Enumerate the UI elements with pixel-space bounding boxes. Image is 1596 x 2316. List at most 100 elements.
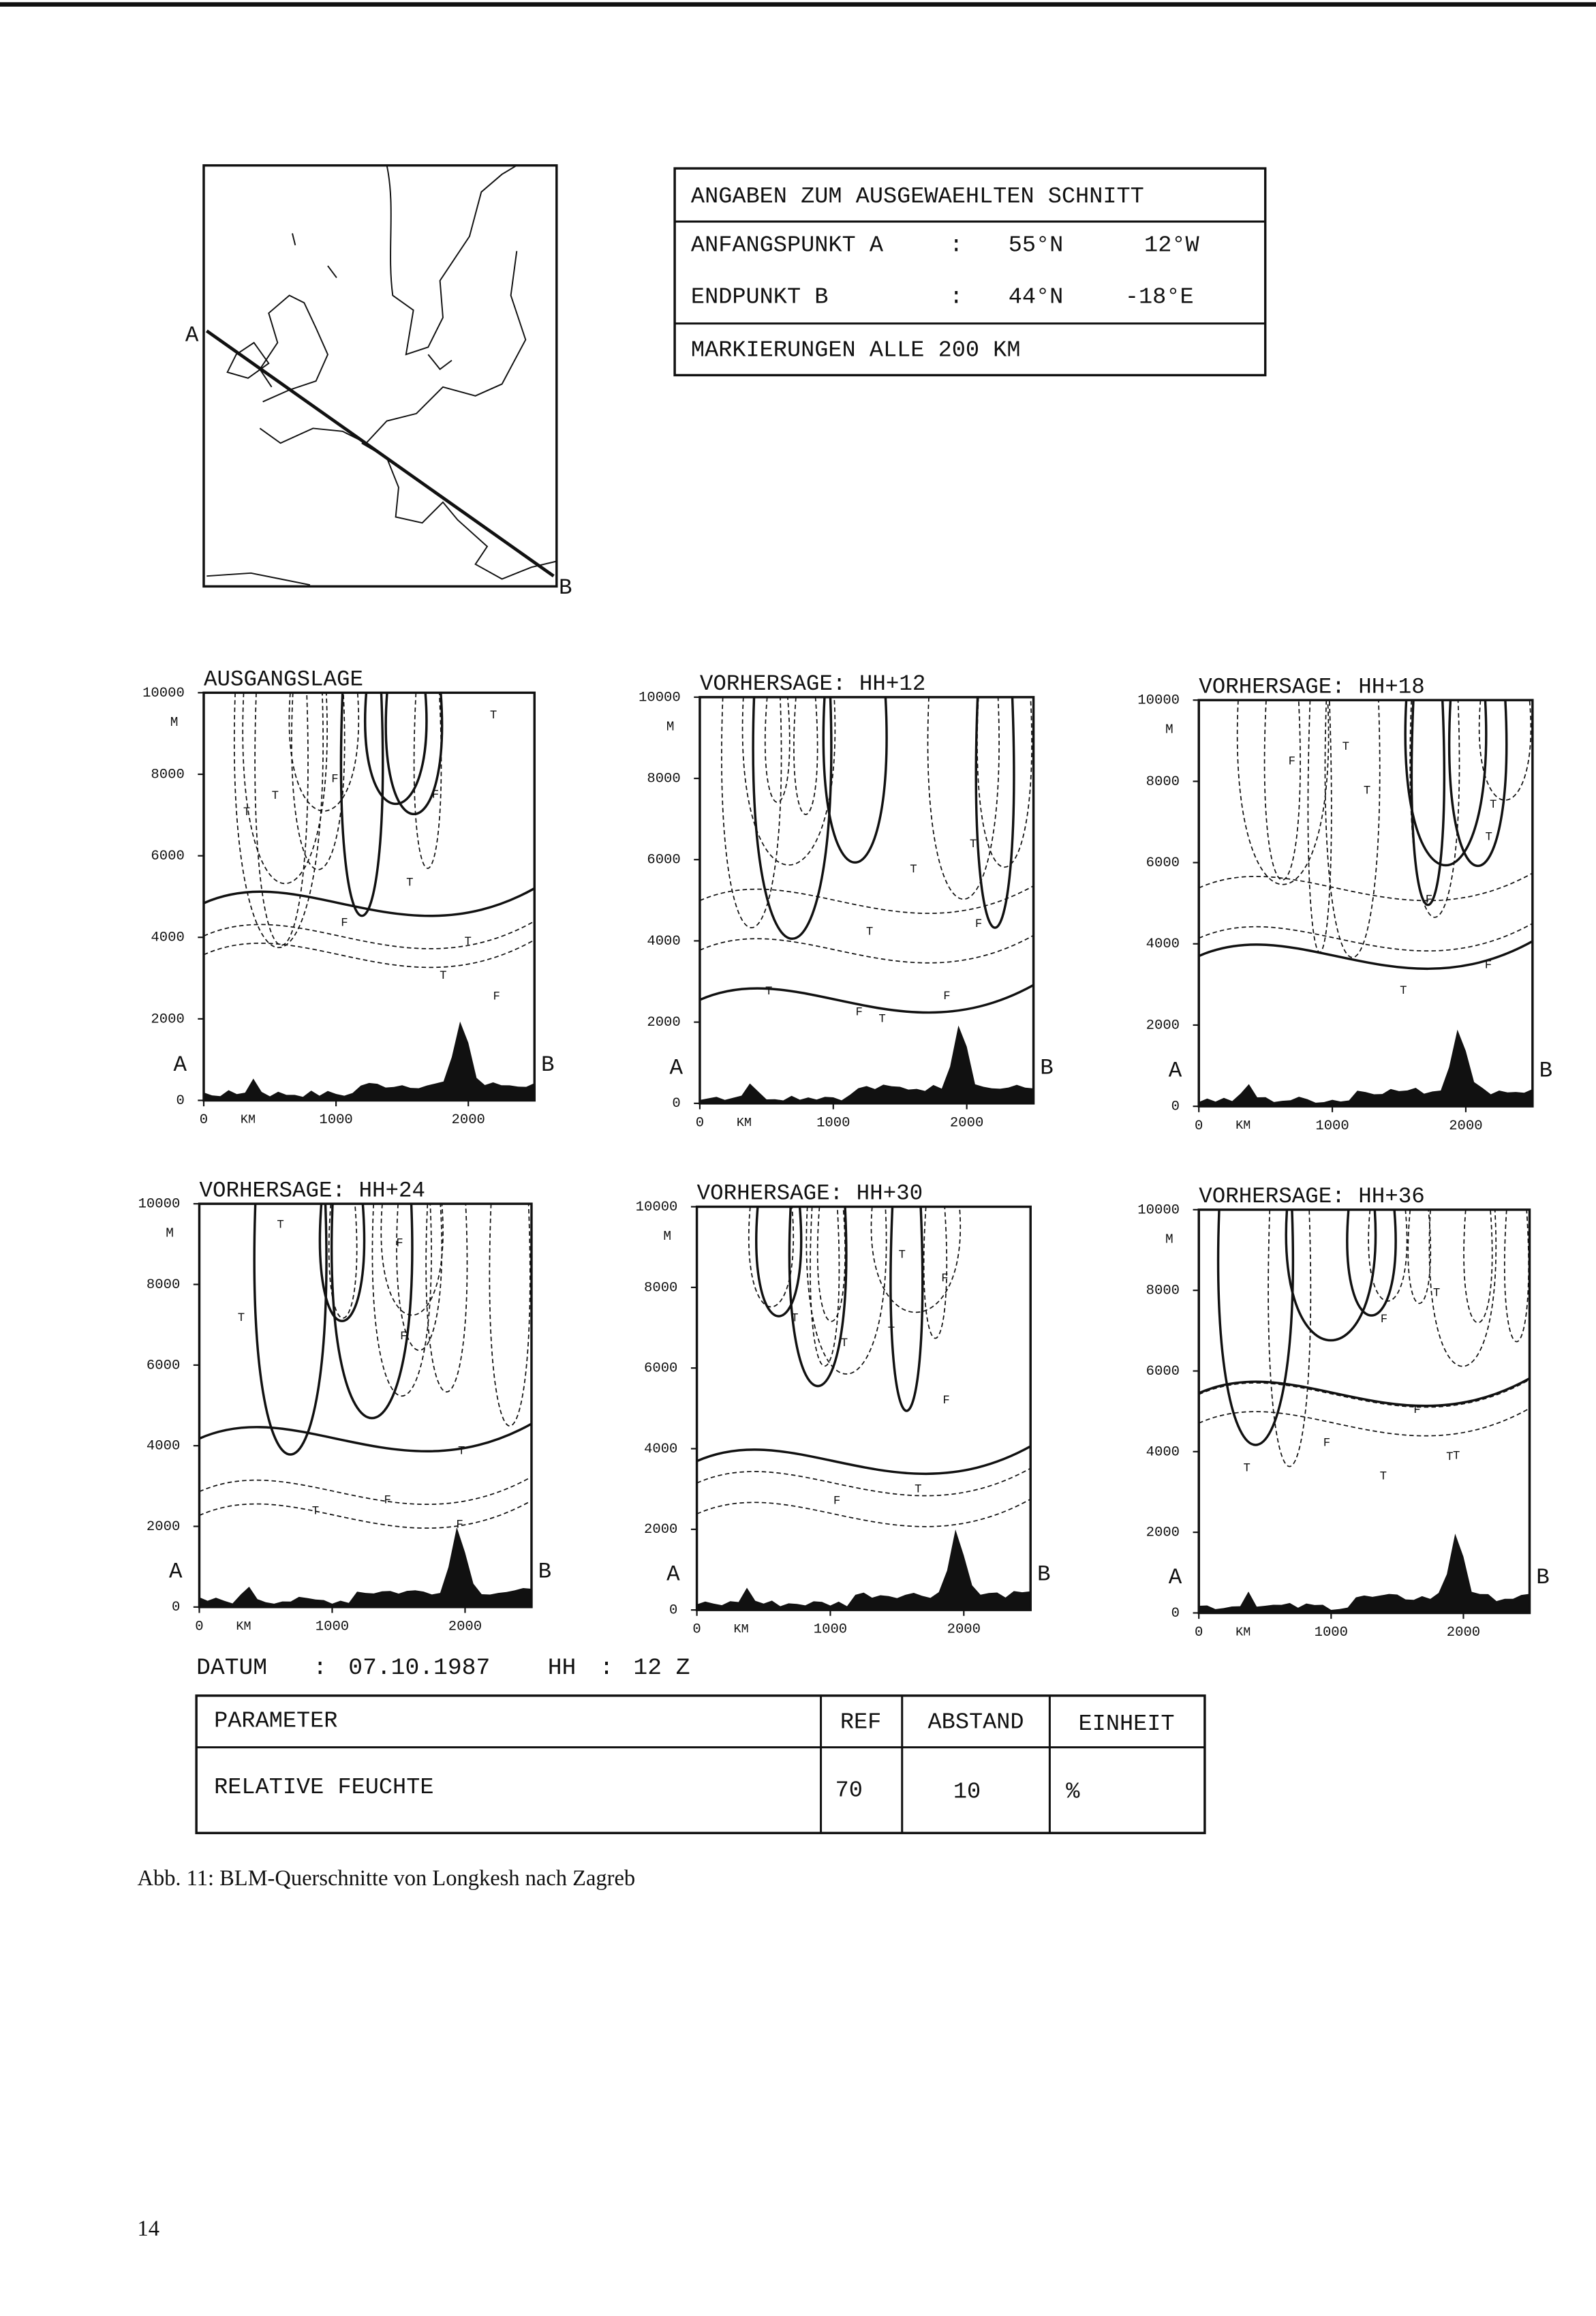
datum-line: DATUM : 07.10.1987 HH : 12 Z	[196, 1655, 690, 1681]
contour-line	[1198, 1379, 1530, 1408]
field-label: F	[943, 990, 950, 1003]
contour-line	[870, 1206, 962, 1313]
contour-line	[1368, 1209, 1408, 1302]
field-label: T	[458, 1446, 465, 1459]
contour-line	[339, 692, 384, 917]
contours	[198, 1204, 532, 1529]
field-label: T	[910, 864, 917, 877]
cross-section-panel: VORHERSAGE: HH+12TTFFTTFT100008000600040…	[639, 671, 1054, 1131]
field-label: F	[432, 789, 439, 802]
x-unit: KM	[737, 1116, 752, 1130]
end-label: B	[1536, 1565, 1550, 1590]
field-label: F	[396, 1237, 403, 1250]
contour-line	[1198, 1407, 1530, 1437]
x-tick-label: 0	[200, 1112, 208, 1128]
field-label: T	[1446, 1451, 1453, 1464]
contour-line	[1463, 1209, 1493, 1324]
y-tick-label: 10000	[1137, 693, 1180, 709]
field-label: F	[1426, 894, 1432, 907]
start-label: A	[666, 1562, 680, 1587]
field-label: T	[243, 806, 250, 819]
contour-line	[741, 697, 836, 866]
field-label: F	[833, 1495, 840, 1508]
field-label: T	[899, 1249, 906, 1262]
info-cell: -18°E	[1125, 284, 1194, 310]
table-frame	[195, 1694, 1206, 1835]
field-label: T	[888, 1326, 895, 1339]
section-line	[205, 329, 555, 578]
table-header: PARAMETER	[214, 1709, 337, 1735]
info-cell: ENDPUNKT B	[691, 284, 828, 310]
contour-line	[1503, 1209, 1530, 1343]
contour-line	[699, 984, 1034, 1014]
panel-frame	[202, 691, 536, 1102]
contour-line	[822, 697, 888, 864]
field-label: F	[384, 1495, 391, 1508]
panel-title: VORHERSAGE: HH+18	[1199, 674, 1425, 699]
terrain	[199, 1527, 532, 1607]
datum-label: DATUM	[196, 1655, 267, 1681]
y-tick-label: 8000	[647, 771, 680, 787]
contour-line	[396, 1204, 443, 1352]
start-label: A	[1169, 1058, 1182, 1084]
y-tick-label: 8000	[1146, 774, 1180, 790]
contour-line	[805, 1206, 887, 1375]
y-tick-label: 2000	[644, 1522, 677, 1538]
map-label-a: A	[185, 323, 199, 348]
y-tick-label: 8000	[644, 1280, 677, 1296]
x-tick-label: 2000	[448, 1619, 482, 1634]
terrain	[203, 1021, 535, 1101]
field-label: F	[1289, 755, 1295, 768]
coastlines	[206, 164, 557, 586]
field-label: F	[942, 1395, 949, 1407]
caption: Abb. 11: BLM-Querschnitte von Longkesh n…	[137, 1866, 635, 1891]
contour-line	[198, 1422, 532, 1453]
info-cell: 44°N	[1009, 284, 1064, 310]
field-label: T	[1490, 799, 1497, 812]
y-unit: M	[1165, 1232, 1173, 1247]
end-label: B	[1539, 1058, 1553, 1084]
contour-line	[975, 697, 1015, 929]
x-tick-label: 0	[692, 1622, 701, 1638]
contour-line	[203, 887, 536, 917]
datum-date: 07.10.1987	[348, 1655, 490, 1681]
contour-line	[242, 692, 328, 884]
panel-title: AUSGANGSLAGE	[204, 667, 363, 692]
x-tick-label: 2000	[1449, 1118, 1482, 1134]
field-label: F	[855, 1006, 862, 1019]
contour-line	[1285, 1209, 1377, 1342]
end-label: B	[1037, 1562, 1051, 1587]
y-tick-label: 2000	[147, 1519, 180, 1535]
field-label: T	[238, 1312, 245, 1325]
contour-line	[788, 1206, 848, 1388]
contour-line	[1404, 700, 1488, 866]
field-label: F	[941, 1273, 948, 1285]
contour-line	[810, 1206, 840, 1367]
field-label: T	[465, 936, 472, 949]
panel-frame	[198, 1202, 533, 1609]
contour-line	[1268, 1209, 1312, 1467]
contour-line	[699, 885, 1034, 914]
x-tick-label: 0	[696, 1115, 704, 1131]
contours	[203, 692, 536, 969]
y-tick-label: 8000	[151, 767, 184, 782]
x-tick-label: 1000	[1315, 1625, 1348, 1641]
contour-line	[330, 1204, 414, 1420]
field-label: F	[341, 917, 348, 930]
field-label: T	[277, 1219, 283, 1232]
field-label: T	[1453, 1450, 1460, 1463]
start-label: A	[1169, 1565, 1182, 1590]
y-tick-label: 2000	[647, 1015, 680, 1031]
field-label: T	[1400, 985, 1407, 998]
cross-section-panel: AUSGANGSLAGETTFTTTFFFT100008000600040002…	[142, 667, 554, 1128]
field-label: T	[1433, 1287, 1440, 1300]
terrain	[1199, 1029, 1533, 1107]
y-unit: M	[1165, 722, 1173, 737]
x-tick-label: 1000	[1315, 1118, 1349, 1134]
field-label: T	[841, 1337, 848, 1350]
contour-line	[380, 1204, 444, 1316]
